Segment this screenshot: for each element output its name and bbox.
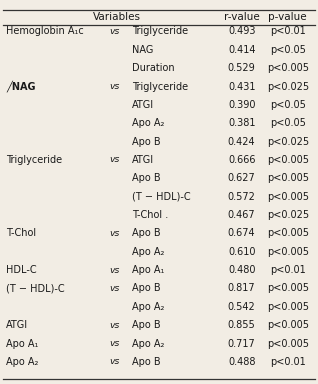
- Text: T-Chol .: T-Chol .: [132, 210, 168, 220]
- Text: 0.424: 0.424: [228, 137, 255, 147]
- Text: Triglyceride: Triglyceride: [132, 81, 188, 91]
- Text: Duration: Duration: [132, 63, 175, 73]
- Text: Apo A₂: Apo A₂: [6, 357, 39, 367]
- Text: p<0.05: p<0.05: [270, 100, 306, 110]
- Text: 0.627: 0.627: [228, 173, 256, 183]
- Text: vs: vs: [110, 156, 120, 164]
- Text: (T − HDL)-C: (T − HDL)-C: [132, 192, 190, 202]
- Text: Apo B: Apo B: [132, 137, 161, 147]
- Text: p<0.005: p<0.005: [267, 283, 309, 293]
- Text: Triglyceride: Triglyceride: [6, 155, 62, 165]
- Text: Apo B: Apo B: [132, 228, 161, 238]
- Text: Apo A₁: Apo A₁: [6, 339, 39, 349]
- Text: p<0.005: p<0.005: [267, 228, 309, 238]
- Text: Apo B: Apo B: [132, 173, 161, 183]
- Text: Apo B: Apo B: [132, 320, 161, 330]
- Text: 0.674: 0.674: [228, 228, 255, 238]
- Text: 0.390: 0.390: [228, 100, 255, 110]
- Text: p<0.005: p<0.005: [267, 247, 309, 257]
- Text: 0.717: 0.717: [228, 339, 256, 349]
- Text: Apo A₂: Apo A₂: [132, 118, 164, 128]
- Text: p-value: p-value: [268, 12, 307, 22]
- Text: 0.572: 0.572: [228, 192, 256, 202]
- Text: HDL-C: HDL-C: [6, 265, 37, 275]
- Text: Apo B: Apo B: [132, 357, 161, 367]
- Text: NAG: NAG: [132, 45, 153, 55]
- Text: 0.855: 0.855: [228, 320, 256, 330]
- Text: p<0.01: p<0.01: [270, 265, 306, 275]
- Text: 0.414: 0.414: [228, 45, 255, 55]
- Text: ATGI: ATGI: [132, 155, 154, 165]
- Text: 0.610: 0.610: [228, 247, 255, 257]
- Text: 0.431: 0.431: [228, 81, 255, 91]
- Text: p<0.025: p<0.025: [267, 137, 309, 147]
- Text: vs: vs: [110, 27, 120, 36]
- Text: 0.381: 0.381: [228, 118, 255, 128]
- Text: Apo A₂: Apo A₂: [132, 302, 164, 312]
- Text: Apo B: Apo B: [132, 283, 161, 293]
- Text: p<0.025: p<0.025: [267, 81, 309, 91]
- Text: Apo A₂: Apo A₂: [132, 247, 164, 257]
- Text: 0.480: 0.480: [228, 265, 255, 275]
- Text: 0.529: 0.529: [228, 63, 256, 73]
- Text: vs: vs: [110, 321, 120, 330]
- Text: 0.488: 0.488: [228, 357, 255, 367]
- Text: vs: vs: [110, 339, 120, 348]
- Text: 0.817: 0.817: [228, 283, 255, 293]
- Text: 0.666: 0.666: [228, 155, 255, 165]
- Text: 0.467: 0.467: [228, 210, 255, 220]
- Text: p<0.025: p<0.025: [267, 210, 309, 220]
- Text: p<0.005: p<0.005: [267, 339, 309, 349]
- Text: p<0.01: p<0.01: [270, 357, 306, 367]
- Text: vs: vs: [110, 284, 120, 293]
- Text: p<0.005: p<0.005: [267, 155, 309, 165]
- Text: p<0.01: p<0.01: [270, 26, 306, 36]
- Text: ATGI: ATGI: [132, 100, 154, 110]
- Text: Apo A₂: Apo A₂: [132, 339, 164, 349]
- Text: vs: vs: [110, 358, 120, 366]
- Text: p<0.005: p<0.005: [267, 63, 309, 73]
- Text: T-Chol: T-Chol: [6, 228, 37, 238]
- Text: 0.493: 0.493: [228, 26, 255, 36]
- Text: Apo A₁: Apo A₁: [132, 265, 164, 275]
- Text: p<0.05: p<0.05: [270, 45, 306, 55]
- Text: r-value: r-value: [224, 12, 259, 22]
- Text: vs: vs: [110, 82, 120, 91]
- Text: Triglyceride: Triglyceride: [132, 26, 188, 36]
- Text: p<0.005: p<0.005: [267, 192, 309, 202]
- Text: vs: vs: [110, 266, 120, 275]
- Text: p<0.005: p<0.005: [267, 320, 309, 330]
- Text: p<0.005: p<0.005: [267, 302, 309, 312]
- Text: p<0.05: p<0.05: [270, 118, 306, 128]
- Text: Hemoglobin A₁c: Hemoglobin A₁c: [6, 26, 84, 36]
- Text: 0.542: 0.542: [228, 302, 256, 312]
- Text: (T − HDL)-C: (T − HDL)-C: [6, 283, 65, 293]
- Text: p<0.005: p<0.005: [267, 173, 309, 183]
- Text: ATGI: ATGI: [6, 320, 29, 330]
- Text: ╱NAG: ╱NAG: [6, 81, 36, 93]
- Text: vs: vs: [110, 229, 120, 238]
- Text: Variables: Variables: [93, 12, 141, 22]
